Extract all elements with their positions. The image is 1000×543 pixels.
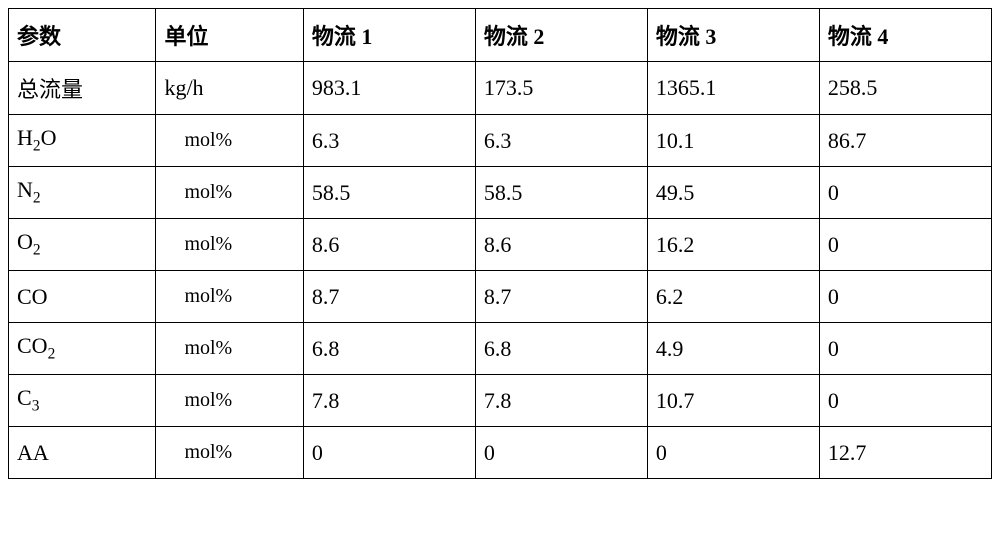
value-cell: 6.3: [303, 115, 475, 167]
value-cell: 0: [819, 271, 991, 323]
header-param: 参数: [9, 9, 156, 62]
value-cell: 6.3: [475, 115, 647, 167]
stream-composition-table: 参数 单位 物流 1 物流 2 物流 3 物流 4 总流量kg/h983.117…: [8, 8, 992, 479]
unit-cell: mol%: [156, 427, 303, 479]
param-cell: O2: [9, 219, 156, 271]
unit-cell: mol%: [156, 271, 303, 323]
value-cell: 8.6: [475, 219, 647, 271]
header-unit: 单位: [156, 9, 303, 62]
param-cell: AA: [9, 427, 156, 479]
table-body: 总流量kg/h983.1173.51365.1258.5H2Omol%6.36.…: [9, 62, 992, 479]
table-row: H2Omol%6.36.310.186.7: [9, 115, 992, 167]
value-cell: 12.7: [819, 427, 991, 479]
value-cell: 0: [819, 375, 991, 427]
param-cell: H2O: [9, 115, 156, 167]
value-cell: 0: [819, 219, 991, 271]
header-stream-4: 物流 4: [819, 9, 991, 62]
value-cell: 16.2: [647, 219, 819, 271]
table-row: 总流量kg/h983.1173.51365.1258.5: [9, 62, 992, 115]
value-cell: 8.7: [303, 271, 475, 323]
value-cell: 6.8: [303, 323, 475, 375]
value-cell: 173.5: [475, 62, 647, 115]
header-stream-3: 物流 3: [647, 9, 819, 62]
table-row: O2mol%8.68.616.20: [9, 219, 992, 271]
table-row: N2mol%58.558.549.50: [9, 167, 992, 219]
header-stream-2: 物流 2: [475, 9, 647, 62]
unit-cell: mol%: [156, 323, 303, 375]
value-cell: 0: [303, 427, 475, 479]
unit-cell: kg/h: [156, 62, 303, 115]
unit-cell: mol%: [156, 375, 303, 427]
value-cell: 58.5: [303, 167, 475, 219]
value-cell: 4.9: [647, 323, 819, 375]
value-cell: 7.8: [303, 375, 475, 427]
value-cell: 10.1: [647, 115, 819, 167]
table-row: AAmol%00012.7: [9, 427, 992, 479]
param-cell: N2: [9, 167, 156, 219]
value-cell: 6.2: [647, 271, 819, 323]
value-cell: 983.1: [303, 62, 475, 115]
value-cell: 6.8: [475, 323, 647, 375]
unit-cell: mol%: [156, 167, 303, 219]
value-cell: 0: [819, 323, 991, 375]
value-cell: 86.7: [819, 115, 991, 167]
param-cell: CO2: [9, 323, 156, 375]
value-cell: 49.5: [647, 167, 819, 219]
unit-cell: mol%: [156, 115, 303, 167]
value-cell: 0: [647, 427, 819, 479]
value-cell: 8.7: [475, 271, 647, 323]
value-cell: 10.7: [647, 375, 819, 427]
table-row: COmol%8.78.76.20: [9, 271, 992, 323]
value-cell: 8.6: [303, 219, 475, 271]
value-cell: 7.8: [475, 375, 647, 427]
table-header-row: 参数 单位 物流 1 物流 2 物流 3 物流 4: [9, 9, 992, 62]
value-cell: 0: [475, 427, 647, 479]
header-stream-1: 物流 1: [303, 9, 475, 62]
param-cell: 总流量: [9, 62, 156, 115]
param-cell: CO: [9, 271, 156, 323]
unit-cell: mol%: [156, 219, 303, 271]
table-row: CO2mol%6.86.84.90: [9, 323, 992, 375]
value-cell: 58.5: [475, 167, 647, 219]
value-cell: 0: [819, 167, 991, 219]
value-cell: 258.5: [819, 62, 991, 115]
value-cell: 1365.1: [647, 62, 819, 115]
param-cell: C3: [9, 375, 156, 427]
table-row: C3mol%7.87.810.70: [9, 375, 992, 427]
